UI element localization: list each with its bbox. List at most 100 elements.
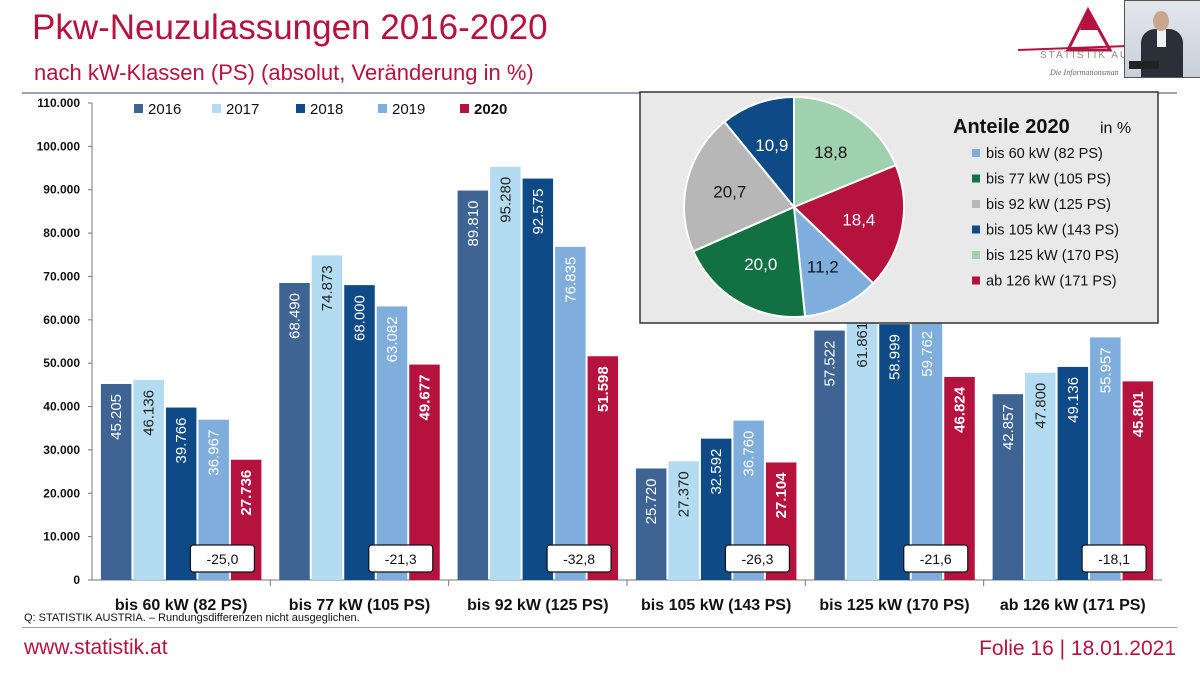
y-tick-label: 60.000 <box>43 313 80 327</box>
bar-2016 <box>992 394 1024 580</box>
presenter-video-thumbnail[interactable] <box>1124 0 1200 78</box>
bar-value-label: 49.136 <box>1065 377 1082 423</box>
pie-slice <box>793 95 898 209</box>
pie-legend-swatch <box>972 276 980 285</box>
bar-2019 <box>376 306 408 580</box>
bar-value-label: 32.592 <box>708 449 725 495</box>
x-category-label: bis 105 kW (143 PS) <box>641 597 791 614</box>
pie-legend-label: bis 105 kW (143 PS) <box>986 223 1119 239</box>
bar-value-label: 47.800 <box>1032 383 1049 429</box>
bar-value-label: 63.082 <box>384 316 401 362</box>
legend-label-2017: 2017 <box>226 101 259 118</box>
bar-value-label: 27.736 <box>238 470 255 516</box>
website-link[interactable]: www.statistik.at <box>24 636 168 659</box>
bar-value-label: 59.762 <box>919 331 936 377</box>
bar-value-label: 58.999 <box>887 334 904 380</box>
source-note: Q: STATISTIK AUSTRIA. – Rundungsdifferen… <box>24 612 360 624</box>
legend-swatch-2017 <box>212 104 221 113</box>
page-subtitle: nach kW-Klassen (PS) (absolut, Veränderu… <box>34 60 534 85</box>
bar-2018 <box>344 285 375 580</box>
bar-value-label: 36.760 <box>741 431 758 477</box>
bar-2017 <box>311 255 343 581</box>
bar-2018 <box>1057 366 1089 580</box>
change-percent-box <box>1081 544 1147 573</box>
bar-value-label: 45.205 <box>108 394 125 440</box>
bar-value-label: 42.857 <box>1000 404 1017 450</box>
pie-slice-label: 10,9 <box>755 136 788 155</box>
bar-value-label: 76.835 <box>562 257 579 303</box>
pie-slice-label: 20,7 <box>713 183 746 202</box>
pie-legend-label: bis 77 kW (105 PS) <box>986 172 1111 188</box>
presenter-name-tag <box>1129 61 1159 69</box>
bar-2016 <box>279 283 310 580</box>
slide-number: Folie 16 | 18.01.2021 <box>979 637 1176 660</box>
logo-text: STATISTIK AUS <box>1040 50 1138 61</box>
y-tick-label: 30.000 <box>43 443 80 457</box>
y-tick-label: 0 <box>73 573 80 587</box>
pie-legend-swatch <box>972 225 980 234</box>
bar-2016 <box>100 383 132 580</box>
legend-swatch-2018 <box>296 104 305 113</box>
bar-2017 <box>490 166 521 580</box>
pie-slice <box>792 204 875 318</box>
bar-value-label: 92.575 <box>530 189 547 235</box>
bar-value-label: 51.598 <box>595 366 612 412</box>
pie-slice <box>683 120 796 253</box>
bar-2020 <box>409 364 440 580</box>
pie-legend-label: ab 126 kW (171 PS) <box>986 274 1117 290</box>
legend-label-2019: 2019 <box>392 101 425 118</box>
y-tick-label: 100.000 <box>37 139 81 153</box>
bar-2020 <box>587 356 619 580</box>
change-percent-box <box>189 544 256 573</box>
statistik-austria-logo-icon <box>1017 6 1129 52</box>
bar-value-label: 25.720 <box>643 478 660 524</box>
legend-label-2016: 2016 <box>148 101 181 118</box>
pie-legend-swatch <box>972 174 980 183</box>
bar-2016 <box>457 190 489 580</box>
x-category-label: bis 77 kW (105 PS) <box>289 597 430 614</box>
bar-value-label: 68.000 <box>352 295 369 341</box>
change-percent-label: -21,3 <box>385 551 417 567</box>
y-tick-label: 20.000 <box>43 486 80 500</box>
bar-2016 <box>635 468 667 580</box>
change-percent-box <box>546 544 612 573</box>
change-percent-box <box>724 544 791 573</box>
y-tick-label: 110.000 <box>37 96 80 110</box>
pie-slice <box>692 205 807 318</box>
bar-value-label: 57.522 <box>822 341 839 387</box>
legend-swatch-2019 <box>378 104 387 113</box>
bar-value-label: 68.490 <box>287 293 304 339</box>
pie-title: Anteile 2020 <box>953 116 1070 138</box>
legend-label-2020: 2020 <box>474 101 507 118</box>
x-category-label: bis 60 kW (82 PS) <box>115 597 248 614</box>
bar-value-label: 46.824 <box>952 386 969 433</box>
change-percent-box <box>903 544 969 573</box>
pie-slice-label: 18,4 <box>842 210 875 229</box>
bar-value-label: 89.810 <box>465 201 482 247</box>
page-title: Pkw-Neuzulassungen 2016-2020 <box>32 8 548 47</box>
y-tick-label: 40.000 <box>43 400 80 414</box>
pie-legend-label: bis 92 kW (125 PS) <box>986 197 1111 213</box>
x-category-label: bis 125 kW (170 PS) <box>819 597 969 614</box>
legend-swatch-2020 <box>460 104 469 113</box>
pie-subtitle: in % <box>1100 120 1131 137</box>
pie-slice-label: 20,0 <box>744 255 777 274</box>
bar-2019 <box>1090 337 1121 580</box>
pie-slice-label: 18,8 <box>814 143 847 162</box>
bar-value-label: 74.873 <box>319 265 336 311</box>
bar-2019 <box>911 320 943 580</box>
y-tick-label: 80.000 <box>43 226 80 240</box>
pie-legend-swatch <box>972 149 980 157</box>
bar-2018 <box>522 178 554 580</box>
logo-subtext: Die Informationsman <box>1050 68 1119 77</box>
y-tick-label: 70.000 <box>43 269 80 283</box>
change-percent-label: -21,6 <box>920 551 952 567</box>
bar-2018 <box>879 324 910 580</box>
pie-slice-label: 11,2 <box>807 257 839 276</box>
y-tick-label: 90.000 <box>43 183 80 197</box>
y-tick-label: 50.000 <box>43 356 80 370</box>
x-category-label: ab 126 kW (171 PS) <box>1000 597 1146 614</box>
pie-slice <box>723 95 795 210</box>
bar-value-label: 46.136 <box>141 390 158 436</box>
bar-2016 <box>814 330 845 580</box>
